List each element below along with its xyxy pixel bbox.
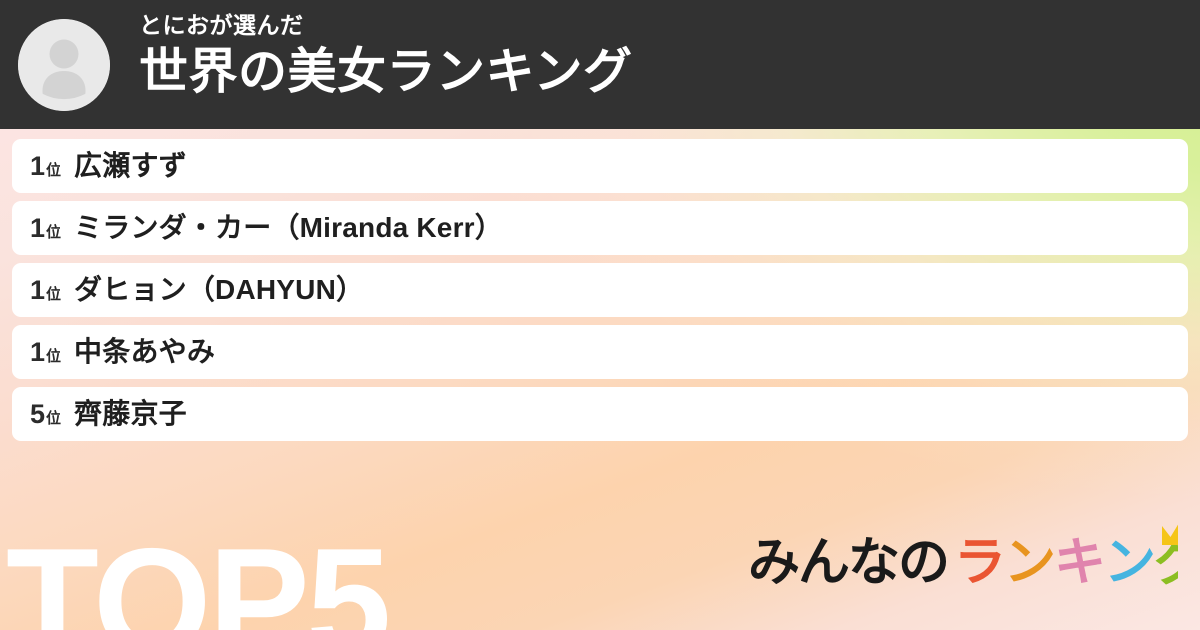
rank-unit: 位 (46, 223, 62, 241)
rank-unit: 位 (46, 347, 62, 365)
logo-char-ン: ン (1104, 533, 1154, 593)
rank-badge: 1 位 (30, 274, 62, 305)
list-item[interactable]: 1 位 広瀬すず (12, 139, 1188, 193)
rank-number: 1 (30, 212, 46, 243)
gradient-background (0, 129, 1200, 630)
item-name: 中条あやみ (74, 336, 216, 367)
header-text-block: とにおが選んだ 世界の美女ランキング (139, 8, 1179, 100)
item-name: 広瀬すず (74, 150, 187, 181)
svg-text:みんなの: みんなの (748, 533, 948, 593)
list-item[interactable]: 1 位 ミランダ・カー（Miranda Kerr） (12, 201, 1188, 255)
header-bar: とにおが選んだ 世界の美女ランキング (0, 0, 1200, 129)
brand-logo[interactable]: みんなの ラ ン キ ン グ (748, 518, 1178, 596)
avatar (18, 19, 110, 111)
header-subtitle: とにおが選んだ (139, 12, 304, 38)
top5-watermark: TOP5 (6, 517, 391, 630)
rank-unit: 位 (46, 161, 62, 179)
rank-badge: 1 位 (30, 212, 62, 243)
rank-unit: 位 (46, 285, 62, 303)
person-placeholder-icon (18, 19, 110, 111)
list-item[interactable]: 5 位 齊藤京子 (12, 387, 1188, 441)
rank-number: 1 (30, 150, 46, 181)
item-name: ダヒョン（DAHYUN） (74, 274, 365, 305)
rank-number: 1 (30, 274, 46, 305)
logo-char-キ: キ (1054, 533, 1104, 593)
rank-number: 5 (30, 398, 46, 429)
page-title: 世界の美女ランキング (139, 44, 633, 99)
logo-char-ラ: ラ (954, 533, 1004, 593)
rank-badge: 1 位 (30, 336, 62, 367)
list-item[interactable]: 1 位 ダヒョン（DAHYUN） (12, 263, 1188, 317)
item-name: ミランダ・カー（Miranda Kerr） (74, 212, 503, 243)
rank-badge: 5 位 (30, 398, 62, 429)
rank-badge: 1 位 (30, 150, 62, 181)
ranking-list: 1 位 広瀬すず 1 位 ミランダ・カー（Miranda Kerr） 1 位 ダ… (0, 139, 1200, 449)
logo-char-ン: ン (1004, 533, 1054, 593)
list-item[interactable]: 1 位 中条あやみ (12, 325, 1188, 379)
rank-number: 1 (30, 336, 46, 367)
minna-no-ranking-logo: みんなの ラ ン キ ン グ (748, 524, 1178, 593)
rank-unit: 位 (46, 409, 62, 427)
crown-icon (1162, 524, 1178, 545)
crown-shape (1162, 524, 1178, 545)
item-name: 齊藤京子 (74, 398, 187, 429)
